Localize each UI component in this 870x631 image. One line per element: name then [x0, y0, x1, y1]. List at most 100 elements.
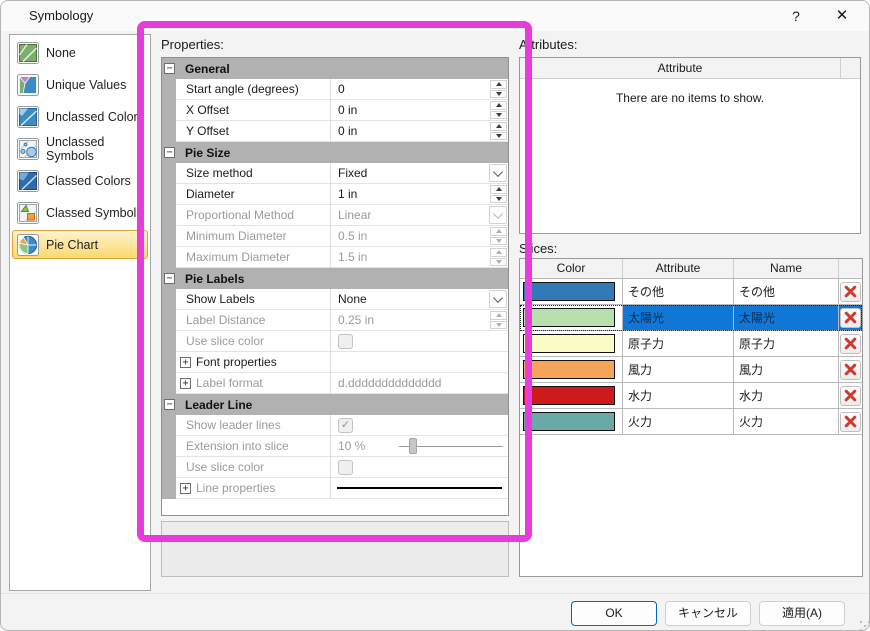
- collapse-icon[interactable]: −: [164, 399, 175, 410]
- sidebar-item-unclassed-symbols[interactable]: Unclassed Symbols: [12, 134, 148, 163]
- spin-up-icon[interactable]: [490, 101, 507, 110]
- spin-up-icon[interactable]: [490, 80, 507, 89]
- slices-header: Color Attribute Name: [520, 259, 862, 279]
- delete-slice-button[interactable]: [840, 307, 861, 328]
- spin-down-icon[interactable]: [490, 131, 507, 140]
- spin-down-icon: [490, 257, 507, 266]
- color-swatch[interactable]: [523, 412, 615, 431]
- property-label: Start angle (degrees): [186, 82, 299, 96]
- sidebar-item-pie-chart[interactable]: Pie Chart: [12, 230, 148, 259]
- property-label: Label Distance: [186, 313, 266, 327]
- delete-slice-button[interactable]: [840, 385, 861, 406]
- slice-name-cell[interactable]: 火力: [734, 409, 839, 434]
- slice-name-cell[interactable]: 水力: [734, 383, 839, 408]
- delete-column-header: [839, 259, 862, 278]
- sidebar-item-classed-colors[interactable]: Classed Colors: [12, 166, 148, 195]
- section-header-pie-labels: − Pie Labels: [162, 268, 508, 289]
- section-title: Pie Size: [185, 145, 231, 160]
- row-gutter: [162, 289, 176, 310]
- property-value-cell[interactable]: None: [331, 289, 508, 310]
- slice-attribute-cell[interactable]: 原子力: [623, 331, 734, 356]
- color-swatch[interactable]: [523, 308, 615, 327]
- delete-slice-button[interactable]: [840, 359, 861, 380]
- slice-row[interactable]: その他 その他: [520, 279, 862, 305]
- slice-attribute-cell[interactable]: 水力: [623, 383, 734, 408]
- row-gutter: [162, 352, 176, 373]
- spin-down-icon[interactable]: [490, 89, 507, 98]
- window-title: Symbology: [29, 8, 94, 23]
- property-value-cell: 1.5 in: [331, 247, 508, 268]
- help-button[interactable]: ?: [792, 8, 800, 24]
- property-value: 0 in: [338, 103, 358, 117]
- property-label: Line properties: [196, 481, 276, 495]
- row-gutter: [162, 415, 176, 436]
- cancel-button[interactable]: キャンセル: [665, 601, 751, 626]
- property-value-cell: 0.5 in: [331, 226, 508, 247]
- delete-slice-button[interactable]: [840, 333, 861, 354]
- color-swatch[interactable]: [523, 360, 615, 379]
- slice-name-cell[interactable]: 太陽光: [734, 305, 839, 330]
- property-value-cell[interactable]: 0 in: [331, 100, 508, 121]
- slice-attribute-cell[interactable]: その他: [623, 279, 734, 304]
- color-swatch[interactable]: [523, 282, 615, 301]
- property-row-y-offset: Y Offset 0 in: [162, 121, 508, 142]
- spinner-control[interactable]: [490, 185, 507, 203]
- slice-attribute-cell[interactable]: 風力: [623, 357, 734, 382]
- property-label: Use slice color: [186, 334, 265, 348]
- slice-row[interactable]: 風力 風力: [520, 357, 862, 383]
- property-value-cell[interactable]: Fixed: [331, 163, 508, 184]
- spinner-control[interactable]: [490, 101, 507, 119]
- slices-body: その他 その他 太陽光 太陽光 原子力 原子力 風力 風力 水力 水力 火力 火力: [520, 279, 862, 435]
- slice-row[interactable]: 水力 水力: [520, 383, 862, 409]
- color-column-header[interactable]: Color: [520, 259, 623, 278]
- slice-name-cell[interactable]: その他: [734, 279, 839, 304]
- spinner-control[interactable]: [490, 122, 507, 140]
- slice-row[interactable]: 原子力 原子力: [520, 331, 862, 357]
- slice-attribute-cell[interactable]: 火力: [623, 409, 734, 434]
- slice-delete-cell: [839, 331, 862, 356]
- sidebar-item-unclassed-colors[interactable]: Unclassed Colors: [12, 102, 148, 131]
- collapse-icon[interactable]: −: [164, 273, 175, 284]
- property-value-cell[interactable]: 1 in: [331, 184, 508, 205]
- chevron-down-icon[interactable]: [489, 290, 507, 308]
- property-label: Show leader lines: [186, 418, 281, 432]
- close-icon[interactable]: ✕: [835, 7, 849, 24]
- ok-button[interactable]: OK: [571, 601, 657, 626]
- spin-up-icon[interactable]: [490, 122, 507, 131]
- name-column-header[interactable]: Name: [734, 259, 839, 278]
- slice-row[interactable]: 太陽光 太陽光: [520, 305, 862, 331]
- attribute-column-header[interactable]: Attribute: [623, 259, 734, 278]
- sidebar-item-unique-values[interactable]: Unique Values: [12, 70, 148, 99]
- collapse-icon[interactable]: −: [164, 147, 175, 158]
- row-gutter: [162, 457, 176, 478]
- sidebar-item-none[interactable]: None: [12, 38, 148, 67]
- delete-slice-button[interactable]: [840, 411, 861, 432]
- spin-down-icon[interactable]: [490, 110, 507, 119]
- resize-grip-icon[interactable]: [860, 621, 862, 623]
- apply-button[interactable]: 適用(A): [759, 601, 845, 626]
- delete-slice-button[interactable]: [840, 281, 861, 302]
- spinner-control[interactable]: [490, 80, 507, 98]
- expand-icon[interactable]: +: [180, 377, 191, 389]
- attribute-column-header[interactable]: Attribute: [657, 61, 703, 75]
- spin-down-icon[interactable]: [490, 194, 507, 203]
- expand-icon[interactable]: +: [180, 482, 191, 494]
- color-swatch[interactable]: [523, 386, 615, 405]
- slice-attribute-cell[interactable]: 太陽光: [623, 305, 734, 330]
- property-value: Fixed: [338, 166, 368, 180]
- slice-name-cell[interactable]: 原子力: [734, 331, 839, 356]
- property-value-cell[interactable]: 0 in: [331, 121, 508, 142]
- spin-up-icon[interactable]: [490, 185, 507, 194]
- color-swatch[interactable]: [523, 334, 615, 353]
- slice-name-cell[interactable]: 風力: [734, 357, 839, 382]
- expand-icon[interactable]: +: [180, 356, 191, 368]
- collapse-icon[interactable]: −: [164, 63, 175, 74]
- sidebar-item-classed-symbols[interactable]: Classed Symbols: [12, 198, 148, 227]
- property-label: Use slice color: [186, 460, 265, 474]
- property-label-cell: Proportional Method: [176, 205, 331, 226]
- property-value-cell[interactable]: 0: [331, 79, 508, 100]
- slice-delete-cell: [839, 279, 862, 304]
- section-header-pie-size: − Pie Size: [162, 142, 508, 163]
- slice-row[interactable]: 火力 火力: [520, 409, 862, 435]
- chevron-down-icon[interactable]: [489, 164, 507, 182]
